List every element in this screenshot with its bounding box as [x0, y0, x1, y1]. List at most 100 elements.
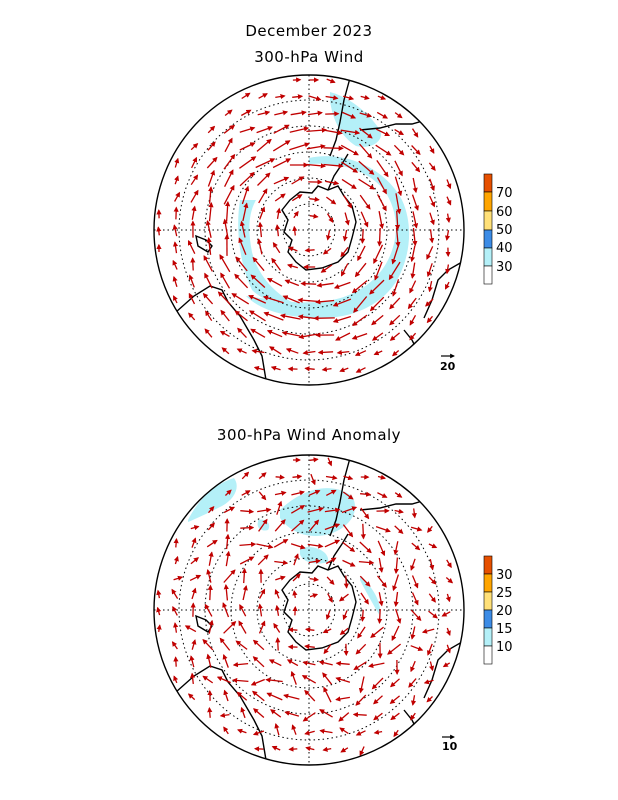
wind-vector — [238, 237, 247, 255]
wind-vector — [408, 678, 417, 688]
wind-vector — [259, 206, 266, 220]
wind-vector — [274, 560, 289, 566]
lat-lon-grid — [154, 455, 464, 765]
wind-vector — [359, 127, 373, 139]
wind-vector — [427, 525, 433, 533]
wind-vector — [335, 660, 350, 667]
wind-vector — [219, 330, 230, 337]
wind-vector — [274, 110, 289, 116]
wind-vector — [389, 314, 401, 326]
wind-vector — [204, 272, 213, 289]
wind-vector — [423, 679, 434, 685]
wind-vector — [234, 273, 249, 289]
wind-vector — [353, 661, 367, 671]
wind-vector — [257, 221, 263, 238]
wind-vector — [324, 539, 341, 548]
wind-vector — [411, 194, 419, 211]
wind-vector — [377, 474, 387, 480]
wind-vector — [429, 661, 435, 672]
wind-vector — [341, 178, 357, 189]
wind-vector — [275, 575, 286, 581]
wind-vector — [217, 291, 231, 306]
wind-vector — [446, 559, 452, 569]
wind-vector — [223, 620, 237, 634]
wind-vector — [223, 689, 229, 702]
wind-vector — [322, 628, 332, 634]
wind-vector — [240, 525, 255, 531]
wind-vector — [171, 588, 179, 599]
wind-vector — [394, 112, 403, 119]
wind-vector — [274, 722, 280, 736]
wind-vector — [239, 603, 247, 617]
wind-vector — [358, 559, 375, 566]
wind-vector — [319, 709, 333, 718]
wind-vector — [341, 161, 359, 173]
wind-vector — [325, 180, 340, 186]
wind-vector — [191, 156, 198, 169]
wind-vector — [322, 247, 332, 255]
wind-vector — [290, 110, 307, 116]
colorbar-label: 30 — [496, 260, 513, 275]
wind-vector — [309, 196, 320, 202]
wind-vector — [291, 176, 305, 185]
wind-vector — [304, 689, 316, 702]
wind-vector — [375, 144, 392, 156]
wind-vector — [388, 261, 401, 281]
wind-vector — [358, 178, 375, 190]
wind-vector — [189, 672, 196, 684]
wind-vector — [325, 230, 332, 241]
wind-vector — [289, 142, 310, 151]
wind-vector — [310, 473, 316, 486]
wind-vector — [308, 489, 321, 496]
wind-vector — [371, 677, 384, 690]
wind-vector — [237, 728, 247, 734]
wind-vector — [360, 507, 370, 520]
wind-vector — [270, 709, 282, 718]
wind-vector — [202, 292, 214, 305]
wind-vector — [236, 348, 247, 354]
wind-vector — [302, 350, 316, 356]
wind-vector — [390, 678, 400, 688]
wind-vector — [216, 676, 231, 684]
wind-vector — [219, 712, 230, 718]
wind-vector — [239, 156, 257, 169]
wind-vector — [223, 184, 235, 205]
wind-vector — [409, 280, 417, 294]
wind-vector — [174, 191, 181, 202]
wind-vector — [341, 506, 358, 514]
wind-vector — [387, 643, 402, 655]
wind-vector — [187, 693, 196, 701]
wind-vector — [340, 129, 361, 136]
wind-vector — [292, 590, 298, 599]
wind-vector — [322, 672, 333, 685]
wind-vector — [208, 619, 214, 634]
wind-vector — [358, 676, 365, 694]
wind-vector — [208, 186, 214, 204]
wind-vector — [240, 706, 246, 719]
wind-vector — [445, 264, 451, 275]
wind-vector — [304, 366, 315, 372]
wind-vector — [325, 489, 337, 496]
wind-vector — [253, 365, 264, 371]
wind-vector — [207, 584, 213, 601]
wind-vector — [275, 637, 281, 651]
anomaly-map-panel: 30 25 20 15 10 10 — [153, 454, 513, 766]
wind-vector — [427, 280, 433, 293]
wind-vector — [297, 297, 318, 303]
wind-vector — [239, 541, 257, 548]
wind-vector — [287, 627, 298, 633]
wind-vector — [292, 474, 303, 480]
wind-vector — [425, 298, 434, 307]
wind-vector — [427, 643, 433, 656]
wind-vector — [343, 475, 354, 481]
wind-vector — [252, 256, 265, 272]
wind-vector — [225, 200, 231, 222]
wind-vector — [273, 539, 289, 548]
wind-vector — [342, 610, 348, 621]
map-boundary — [153, 454, 465, 766]
wind-vector — [256, 543, 274, 550]
wind-vector — [191, 537, 197, 548]
wind-vector — [250, 274, 266, 288]
wind-vector — [376, 111, 389, 119]
wind-vector — [238, 620, 247, 634]
